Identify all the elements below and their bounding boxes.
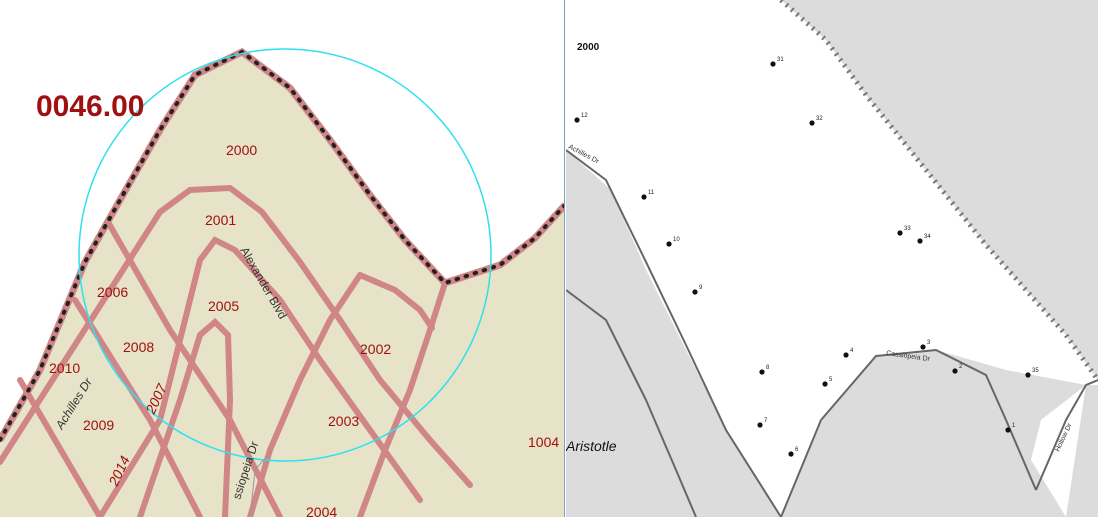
address-point-label: 11	[648, 190, 655, 196]
block-detail-map[interactable]: 2000 Aristotle Achilles Dr Cassiopeia Dr…	[566, 0, 1098, 517]
road-cross-3	[17, 377, 103, 517]
block-label-2008: 2008	[123, 339, 154, 355]
address-point-dot	[641, 194, 647, 200]
address-point-label: 4	[850, 348, 854, 354]
road-achilles	[0, 184, 473, 488]
road-mid-diag	[247, 272, 363, 517]
outside-lower-left	[566, 150, 781, 517]
address-point-label: 1	[1012, 423, 1016, 429]
tract-label: 0046.00	[36, 90, 144, 123]
road-cross-4	[357, 272, 435, 331]
address-point-dot	[1005, 427, 1011, 433]
place-label-aristotle: Aristotle	[566, 438, 617, 454]
address-point-6[interactable]: 6	[788, 447, 799, 457]
block-detail-map-panel[interactable]: 2000 Aristotle Achilles Dr Cassiopeia Dr…	[566, 0, 1098, 517]
block-label-2003: 2003	[328, 413, 359, 429]
road-right-diag	[357, 280, 448, 517]
road-edges	[566, 149, 1098, 517]
selection-circle[interactable]	[78, 48, 492, 462]
address-point-dot	[759, 369, 765, 375]
road-cross-2	[72, 297, 203, 517]
outside-upper-right	[781, 0, 1098, 380]
boundary-rail	[779, 0, 1098, 382]
block-label-2005: 2005	[208, 298, 239, 314]
address-point-label: 7	[764, 418, 768, 424]
address-point-dot	[843, 352, 849, 358]
census-block-map[interactable]: 0046.00 2000 2001 2005 2006 2008 2010 20…	[0, 0, 565, 517]
address-point-dot	[770, 61, 776, 67]
address-point-dot	[757, 422, 763, 428]
road-alexander-loop	[97, 236, 423, 517]
edge-hollow	[1035, 379, 1098, 491]
outside-lower-right	[1066, 385, 1098, 517]
address-point-10[interactable]: 10	[666, 237, 680, 247]
outside-lower-middle	[781, 350, 1046, 517]
road-cassiopeia-faint	[249, 454, 269, 517]
address-point-label: 32	[816, 116, 823, 122]
address-point-label: 31	[777, 57, 784, 63]
address-point-label: 10	[673, 237, 680, 243]
road-inner-loop	[137, 317, 234, 517]
address-point-label: 5	[829, 377, 833, 383]
address-point-4[interactable]: 4	[843, 348, 854, 358]
address-point-dot	[1025, 372, 1031, 378]
address-point-dot	[897, 230, 903, 236]
edge-achilles	[566, 149, 782, 517]
road-network	[0, 184, 473, 517]
edge-lower-left	[566, 289, 697, 517]
address-point-label: 2	[959, 364, 963, 370]
address-point-5[interactable]: 5	[822, 377, 833, 387]
census-block-map-panel[interactable]: 0046.00 2000 2001 2005 2006 2008 2010 20…	[0, 0, 565, 517]
address-point-32[interactable]: 32	[809, 116, 823, 126]
block-label-2009: 2009	[83, 417, 114, 433]
address-point-label: 12	[581, 113, 588, 119]
address-point-12[interactable]: 12	[574, 113, 588, 123]
address-point-2[interactable]: 2	[952, 364, 963, 374]
block-area	[566, 0, 1098, 517]
address-point-1[interactable]: 1	[1005, 423, 1016, 433]
address-point-dot	[692, 289, 698, 295]
address-point-9[interactable]: 9	[692, 285, 703, 295]
address-point-label: 35	[1032, 368, 1039, 374]
address-point-label: 9	[699, 285, 703, 291]
address-point-dot	[788, 451, 794, 457]
address-point-dot	[952, 368, 958, 374]
address-point-3[interactable]: 3	[920, 340, 931, 350]
block-label-2000: 2000	[226, 142, 257, 158]
address-point-34[interactable]: 34	[917, 234, 931, 244]
edge-cassiopeia	[780, 348, 1037, 517]
address-point-dot	[574, 117, 580, 123]
address-point-dot	[822, 381, 828, 387]
address-point-35[interactable]: 35	[1025, 368, 1039, 378]
address-point-33[interactable]: 33	[897, 226, 911, 236]
road-cross-1	[105, 219, 283, 517]
address-point-label: 8	[766, 365, 770, 371]
block-label-2006: 2006	[97, 284, 128, 300]
address-point-11[interactable]: 11	[641, 190, 655, 200]
block-label-2001: 2001	[205, 212, 236, 228]
address-point-dot	[666, 241, 672, 247]
address-point-label: 3	[927, 340, 931, 346]
block-label-2004: 2004	[306, 504, 337, 517]
address-point-dot	[809, 120, 815, 126]
address-point-label: 33	[904, 226, 911, 232]
address-point-8[interactable]: 8	[759, 365, 770, 375]
address-point-label: 6	[795, 447, 799, 453]
address-point-31[interactable]: 31	[770, 57, 784, 67]
tract-boundary-dots	[0, 49, 564, 442]
address-point-dot	[917, 238, 923, 244]
address-point-dot	[920, 344, 926, 350]
block-label-2000: 2000	[577, 42, 600, 53]
address-point-7[interactable]: 7	[757, 418, 768, 428]
block-label-1004: 1004	[528, 434, 559, 450]
block-label-2010: 2010	[49, 360, 80, 376]
block-label-2002: 2002	[360, 341, 391, 357]
address-point-label: 34	[924, 234, 931, 240]
